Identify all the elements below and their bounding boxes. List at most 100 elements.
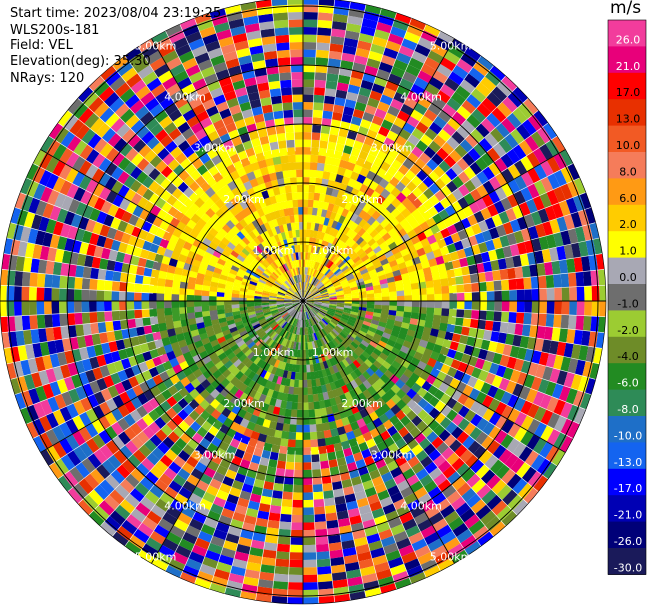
radar-gate [303,229,307,238]
radar-gate [498,210,510,225]
radar-gate [456,105,472,121]
radar-gate [307,214,313,223]
radar-gate [464,292,473,302]
radar-gate [380,54,397,67]
radar-gate [368,50,384,62]
radar-gate [323,163,333,173]
radar-gate [380,119,394,131]
radar-gate [494,290,502,302]
radar-gate [323,95,336,105]
radar-gate [589,222,600,241]
radar-gate [314,301,322,303]
radar-gate [315,49,330,59]
radar-gate [314,79,327,89]
radar-gate [559,149,574,168]
radar-gate [303,0,320,5]
radar-gate [538,351,549,367]
radar-gate [304,290,308,298]
radar-gate [339,263,347,271]
radar-gate [316,263,322,271]
radar-gate [321,305,329,308]
radar-gate [314,238,320,247]
radar-gate [450,91,467,106]
radar-gate [397,261,407,270]
radar-gate [420,133,434,147]
radar-gate [459,139,474,154]
radar-gate [475,197,488,212]
radar-gate [457,171,471,185]
radar-gate [411,288,420,296]
radar-gate [524,301,533,314]
radar-gate [575,315,585,332]
radar-gate [425,83,441,97]
radar-gate [460,217,472,230]
radar-gate [311,132,322,141]
radar-gate [478,241,489,254]
radar-gate [343,309,351,314]
radar-gate [453,267,463,278]
radar-gate [317,255,323,264]
radar-gate [521,265,531,279]
radar-gate [410,312,419,320]
radar-gate [553,314,562,329]
radar-gate [463,309,472,320]
radar-gate [409,318,419,326]
radar-gate [448,308,457,318]
radar-gate [352,233,361,243]
colorbar-tick-label: 10.0 [616,139,641,152]
radar-gate [561,287,570,302]
radar-gate [339,183,348,193]
radar-gate [342,106,355,117]
radar-gate [353,206,363,216]
radar-gate [568,314,577,331]
radar-gate [549,247,559,263]
radar-gate [335,288,344,293]
radar-gate [538,235,550,251]
radar-gate [495,172,509,187]
colorbar-tick-label: -8.0 [617,403,638,416]
radar-gate [347,194,357,204]
radar-gate [514,266,524,280]
radar-gate [339,159,349,169]
radar-gate [314,223,320,232]
radar-gate [530,131,546,149]
radar-gate [484,320,494,332]
radar-gate [469,188,483,202]
radar-gate [303,26,319,35]
radar-gate [361,271,370,279]
radar-gate [336,249,344,258]
radar-gate [472,61,491,77]
radar-gate [381,232,392,242]
radar-gate [303,169,311,178]
radar-gate [377,14,396,27]
radar-gate [311,139,321,148]
radar-gate [379,241,389,250]
radar-gate [462,274,472,285]
ray-separator [384,46,469,176]
radar-gate [442,253,452,264]
radar-gate [477,319,486,331]
radar-gate [478,137,493,153]
radar-gate [453,325,463,335]
radar-gate [545,313,555,328]
radar-gate [473,210,485,224]
radar-gate [556,341,567,358]
radar-gate [322,171,331,180]
radar-gate [444,261,454,271]
radar-gate [303,132,313,140]
radar-gate [582,315,592,332]
radar-gate [307,283,312,291]
radar-gate [420,63,437,77]
radar-gate [307,275,312,283]
radar-gate [338,128,350,138]
radar-gate [316,170,324,179]
radar-gate [494,301,502,312]
radar-gate [437,329,447,340]
radar-gate [335,143,346,153]
radar-gate [457,184,471,198]
radar-gate [573,257,583,274]
radar-gate [374,292,382,298]
radar-gate [533,180,547,197]
radar-gate [424,127,439,141]
radar-gate [303,237,307,245]
